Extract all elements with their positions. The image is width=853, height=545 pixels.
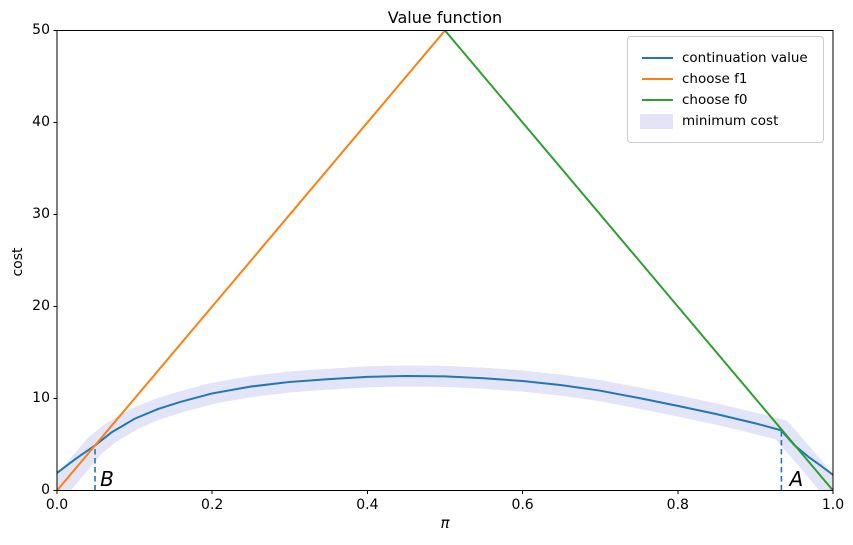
legend-item-continuation-value: continuation value [640, 48, 811, 69]
series-line-choose-f0 [444, 30, 833, 491]
legend-item-choose-f1: choose f1 [640, 69, 811, 90]
legend: continuation value choose f1 choose f0 m… [627, 36, 824, 143]
chart-title: Value function [387, 8, 503, 27]
legend-line-swatch-choose-f1 [642, 77, 673, 81]
annotation-label-B: B [100, 466, 114, 491]
series-line-continuation-value [57, 374, 833, 476]
axes-spines [56, 30, 834, 491]
x-tick-label: 0.2 [201, 496, 224, 513]
y-tick-label: 0 [41, 481, 50, 498]
y-tick-label: 20 [32, 297, 50, 314]
plot-series-group [57, 30, 833, 491]
x-tick-label: 0.8 [666, 496, 689, 513]
legend-line-swatch-choose-f0 [642, 98, 673, 102]
x-tick-label: 0.6 [511, 496, 534, 513]
legend-item-choose-f0: choose f0 [640, 90, 811, 111]
x-tick-label: 0.0 [45, 496, 69, 513]
series-line-choose-f1 [57, 30, 446, 491]
x-tick-label: 0.4 [356, 496, 379, 513]
y-axis-label: cost [10, 247, 26, 277]
legend-line-swatch-continuation-value [642, 56, 673, 60]
y-tick-label: 10 [32, 389, 50, 406]
y-tick-label: 50 [32, 21, 50, 38]
legend-label: choose f0 [682, 92, 748, 108]
legend-label: minimum cost [682, 113, 779, 129]
legend-band-swatch-minimum-cost [640, 113, 673, 129]
legend-label: choose f1 [682, 71, 748, 87]
annotation-label-A: A [789, 466, 804, 491]
y-tick-label: 30 [32, 205, 50, 222]
legend-label: continuation value [682, 50, 808, 66]
x-tick-label: 1.0 [821, 496, 845, 513]
series-band-minimum-cost [57, 365, 833, 491]
x-axis-label: π [440, 514, 450, 532]
y-tick-label: 40 [32, 113, 50, 130]
legend-item-minimum-cost: minimum cost [640, 111, 811, 132]
